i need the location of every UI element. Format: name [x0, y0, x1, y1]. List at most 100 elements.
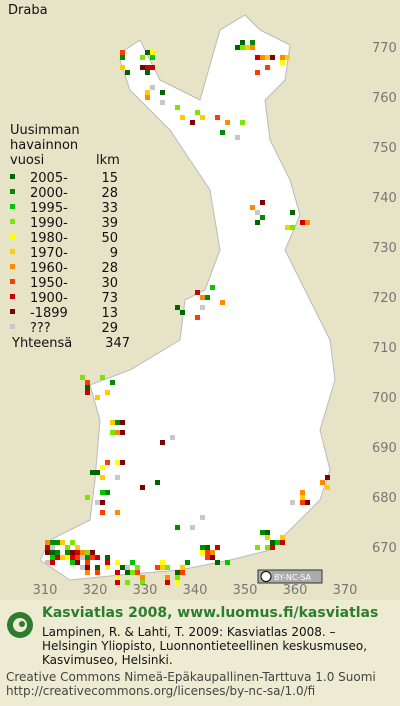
- observation-square: [110, 380, 115, 385]
- observation-square: [200, 515, 205, 520]
- observation-square: [255, 220, 260, 225]
- observation-square: [180, 565, 185, 570]
- legend-swatch: [10, 219, 15, 224]
- observation-square: [75, 560, 80, 565]
- observation-square: [120, 50, 125, 55]
- observation-square: [190, 120, 195, 125]
- observation-square: [175, 305, 180, 310]
- map-title: Draba: [8, 3, 48, 18]
- legend-label: 1980-: [30, 231, 68, 246]
- legend-label: 1990-: [30, 216, 68, 231]
- observation-square: [205, 295, 210, 300]
- north-label: 700: [372, 391, 397, 406]
- observation-square: [250, 45, 255, 50]
- observation-square: [75, 550, 80, 555]
- observation-square: [325, 485, 330, 490]
- observation-square: [280, 535, 285, 540]
- legend-total: 347: [105, 336, 130, 351]
- observation-square: [240, 45, 245, 50]
- footer-title: Kasviatlas 2008, www.luomus.fi/kasviatla…: [42, 605, 378, 621]
- observation-square: [115, 580, 120, 585]
- observation-square: [45, 540, 50, 545]
- observation-square: [265, 55, 270, 60]
- observation-square: [65, 555, 70, 560]
- observation-square: [50, 540, 55, 545]
- observation-square: [115, 575, 120, 580]
- observation-square: [250, 40, 255, 45]
- observation-square: [90, 550, 95, 555]
- observation-square: [55, 550, 60, 555]
- legend-label: 2005-: [30, 171, 68, 186]
- east-label: 360: [283, 583, 308, 598]
- observation-square: [200, 305, 205, 310]
- observation-square: [300, 220, 305, 225]
- observation-square: [125, 580, 130, 585]
- observation-square: [270, 540, 275, 545]
- observation-square: [120, 65, 125, 70]
- observation-square: [120, 430, 125, 435]
- observation-square: [200, 115, 205, 120]
- observation-square: [195, 315, 200, 320]
- observation-square: [185, 560, 190, 565]
- observation-square: [125, 70, 130, 75]
- observation-square: [325, 475, 330, 480]
- observation-square: [260, 200, 265, 205]
- observation-square: [140, 55, 145, 60]
- legend-total-label: Yhteensä: [11, 336, 72, 351]
- legend-swatch: [10, 264, 15, 269]
- north-label: 750: [372, 141, 397, 156]
- observation-square: [160, 90, 165, 95]
- logo: [7, 612, 33, 638]
- observation-square: [100, 475, 105, 480]
- observation-square: [95, 500, 100, 505]
- observation-square: [105, 560, 110, 565]
- north-label: 710: [372, 341, 397, 356]
- observation-square: [240, 120, 245, 125]
- observation-square: [300, 495, 305, 500]
- observation-square: [65, 550, 70, 555]
- observation-square: [85, 390, 90, 395]
- observation-square: [150, 65, 155, 70]
- observation-square: [70, 555, 75, 560]
- legend-label: 1960-: [30, 261, 68, 276]
- observation-square: [300, 500, 305, 505]
- observation-square: [65, 545, 70, 550]
- observation-square: [215, 115, 220, 120]
- observation-square: [155, 480, 160, 485]
- observation-square: [130, 560, 135, 565]
- legend-label: ???: [30, 321, 51, 336]
- observation-square: [160, 560, 165, 565]
- observation-square: [145, 70, 150, 75]
- observation-square: [50, 560, 55, 565]
- observation-square: [150, 50, 155, 55]
- observation-square: [240, 40, 245, 45]
- legend-count: 28: [101, 261, 118, 276]
- observation-square: [280, 60, 285, 65]
- observation-square: [80, 555, 85, 560]
- observation-square: [85, 555, 90, 560]
- observation-square: [210, 555, 215, 560]
- observation-square: [70, 560, 75, 565]
- observation-square: [235, 135, 240, 140]
- observation-square: [280, 540, 285, 545]
- observation-square: [115, 510, 120, 515]
- observation-square: [100, 510, 105, 515]
- observation-square: [255, 70, 260, 75]
- legend-swatch: [10, 324, 15, 329]
- observation-square: [200, 295, 205, 300]
- legend-swatch: [10, 249, 15, 254]
- legend-label: 1995-: [30, 201, 68, 216]
- observation-square: [105, 565, 110, 570]
- east-label: 310: [33, 583, 58, 598]
- observation-square: [175, 525, 180, 530]
- observation-square: [115, 475, 120, 480]
- legend-swatch: [10, 294, 15, 299]
- observation-square: [265, 65, 270, 70]
- legend-heading: Uusimman: [10, 123, 80, 138]
- observation-square: [180, 115, 185, 120]
- observation-square: [95, 555, 100, 560]
- observation-square: [225, 120, 230, 125]
- observation-square: [165, 580, 170, 585]
- observation-square: [180, 570, 185, 575]
- observation-square: [120, 420, 125, 425]
